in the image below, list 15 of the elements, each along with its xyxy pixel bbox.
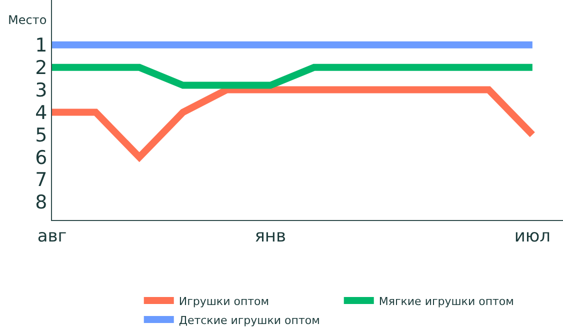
- x-tick-label: янв: [254, 226, 286, 246]
- legend-label: Игрушки оптом: [178, 294, 270, 308]
- y-tick-label: 8: [35, 192, 48, 214]
- y-tick-label: 3: [35, 79, 48, 102]
- y-tick-label: 4: [35, 102, 48, 124]
- y-tick-label: 6: [35, 146, 48, 169]
- y-tick-label: 2: [35, 57, 48, 79]
- legend-label: Детские игрушки оптом: [178, 314, 320, 327]
- y-axis-title: Место: [8, 13, 47, 27]
- x-tick-label: авг: [37, 226, 67, 246]
- y-tick-label: 7: [35, 169, 48, 192]
- y-tick-label: 1: [35, 34, 48, 57]
- y-tick-label: 5: [35, 124, 48, 146]
- legend-label: Мягкие игрушки оптом: [378, 294, 514, 308]
- x-tick-label: июл: [514, 226, 551, 246]
